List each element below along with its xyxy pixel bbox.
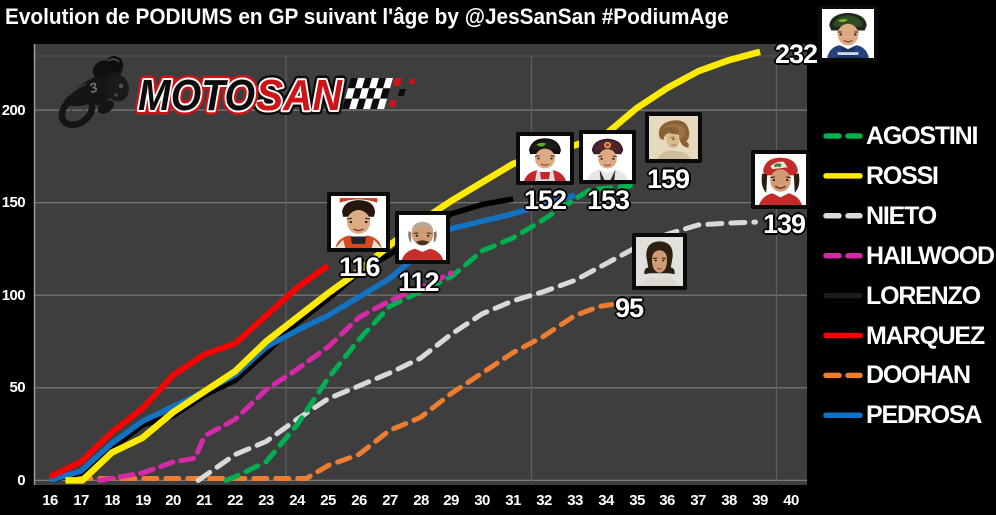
svg-text:SAN: SAN — [256, 71, 343, 120]
svg-text:MOTO: MOTO — [138, 71, 255, 120]
svg-text:SAN: SAN — [256, 71, 343, 120]
svg-text:MOTO: MOTO — [138, 71, 255, 120]
svg-text:SAN: SAN — [256, 71, 343, 120]
svg-text:MOTO: MOTO — [138, 71, 255, 120]
